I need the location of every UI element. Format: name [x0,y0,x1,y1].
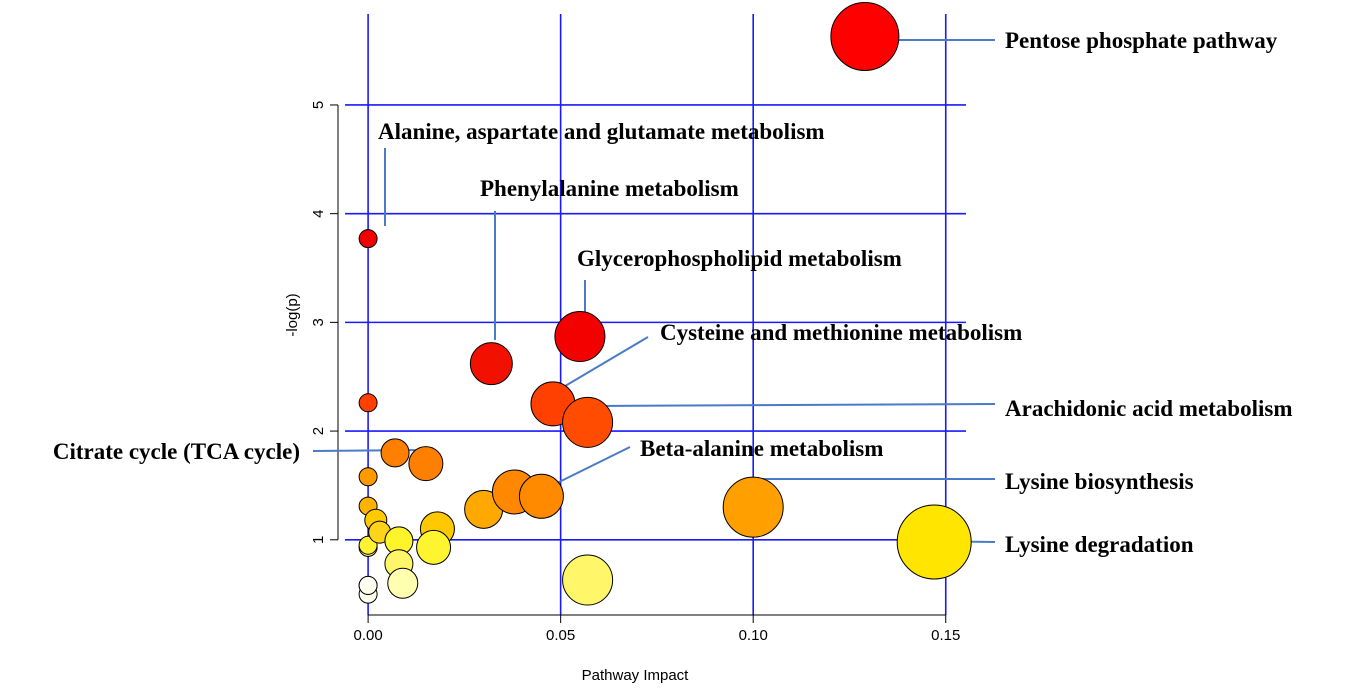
data-point [896,504,972,580]
annotation-label: Glycerophospholipid metabolism [577,246,902,271]
x-tick-label: 0.10 [739,627,768,644]
y-axis-title: -log(p) [284,293,301,336]
annotation-label: Arachidonic acid metabolism [1005,396,1293,421]
data-point [358,393,378,413]
annotation-label: Lysine biosynthesis [1005,469,1194,494]
data-point [554,311,606,363]
x-tick-label: 0.15 [931,627,960,644]
x-axis-title: Pathway Impact [582,667,690,684]
annotation-label: Pentose phosphate pathway [1005,28,1278,53]
annotation-label: Cysteine and methionine metabolism [660,320,1022,345]
data-point [830,1,900,71]
annotation-label: Lysine degradation [1005,532,1194,557]
annotation-labels: Pentose phosphate pathway Alanine, aspart… [53,28,1293,557]
annotation-label: Alanine, aspartate and glutamate metabol… [378,119,825,144]
data-point [562,554,614,606]
data-points [358,1,972,606]
annotation-leader [594,403,996,407]
annotation-leader [312,449,434,452]
annotation-leader [552,446,631,486]
x-tick-label: 0.00 [354,627,383,644]
data-point [469,342,513,386]
data-point [387,567,419,599]
data-point [358,467,378,487]
data-point [358,229,378,249]
y-tick-label: 5 [310,101,327,109]
data-point [380,438,410,468]
y-tick-label: 1 [310,536,327,544]
annotation-label: Beta-alanine metabolism [640,436,883,461]
y-tick-label: 2 [310,427,327,435]
y-tick-label: 4 [310,209,327,217]
data-point [518,473,564,519]
y-tick-label: 3 [310,318,327,326]
data-point [416,529,452,565]
data-point [358,575,378,595]
annotation-label: Citrate cycle (TCA cycle) [53,439,300,464]
x-tick-label: 0.05 [546,627,575,644]
data-point [562,396,614,448]
annotation-label: Phenylalanine metabolism [480,176,739,201]
data-point [722,476,784,538]
annotation-leader [554,336,649,393]
axes: 0.00 0.05 0.10 0.15 1 2 3 4 5 [310,101,960,644]
data-point [408,446,444,482]
